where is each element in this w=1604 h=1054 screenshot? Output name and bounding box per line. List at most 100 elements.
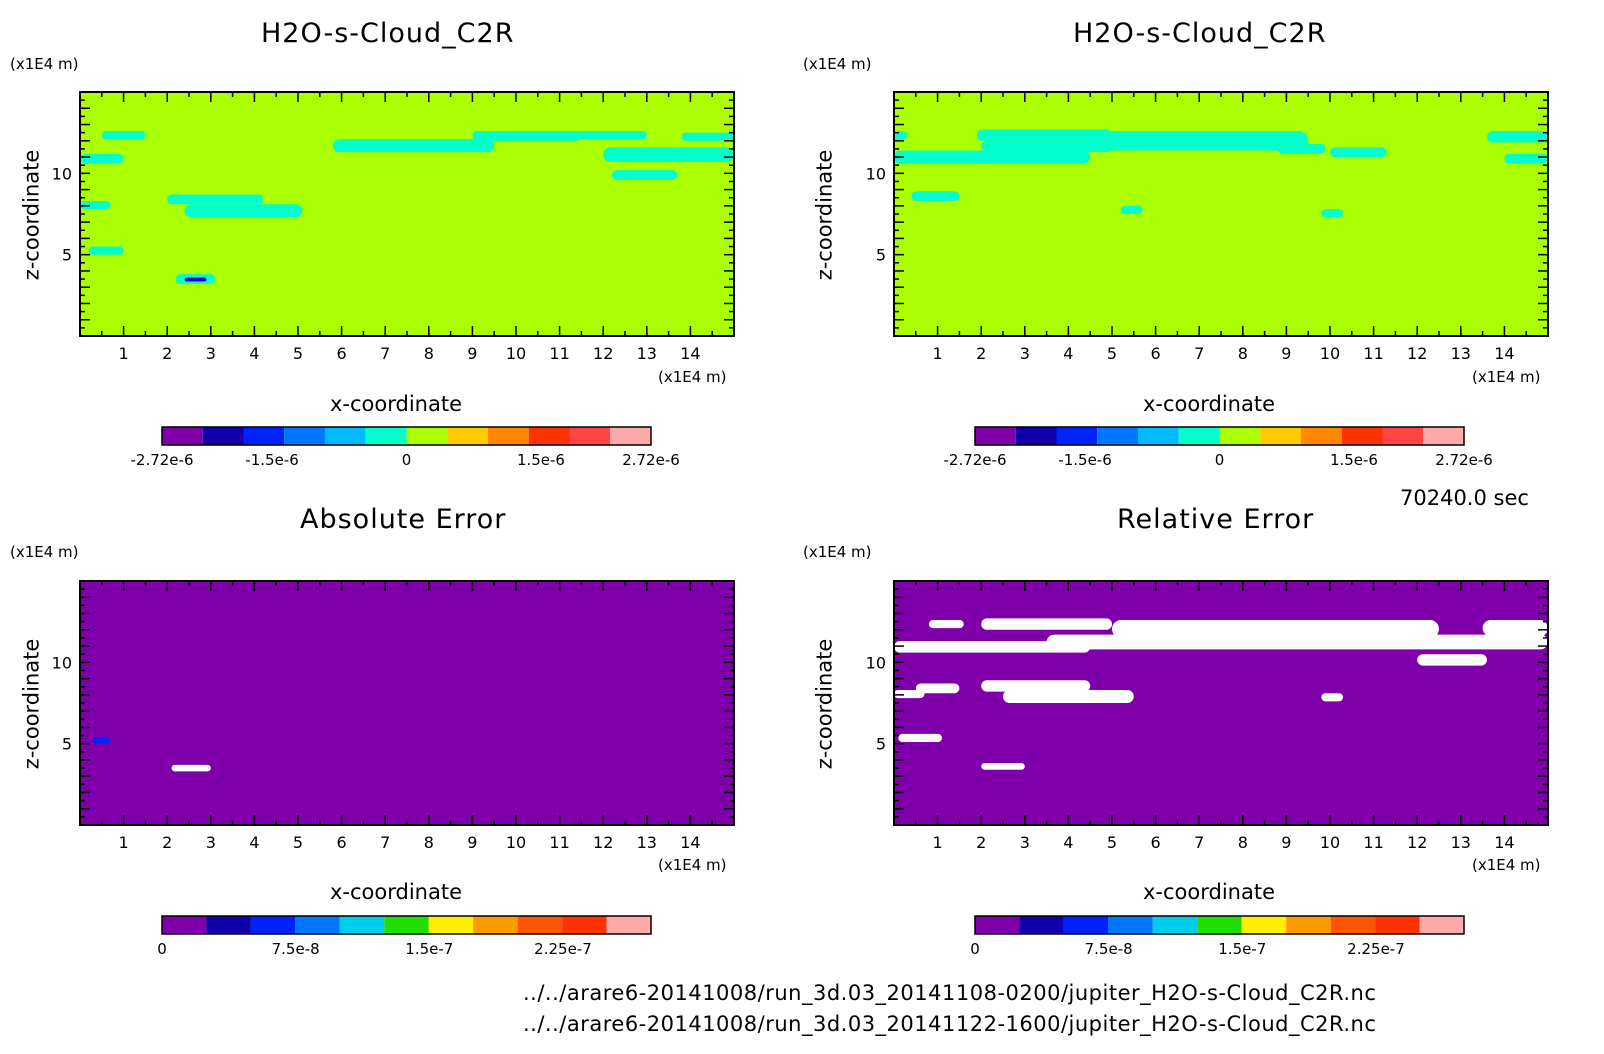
panel-4-colorbar-label: 1.5e-7 [1218,940,1266,958]
panel-1-x-unit: (x1E4 m) [658,368,727,386]
panel-4-patch-2 [928,620,964,629]
panel-2-colorbar-frame [974,426,1465,446]
panel-4-colorbar-swatch [1152,916,1198,934]
panel-4-ztick-label: 5 [876,735,886,754]
panel-1-patch-4 [88,246,124,255]
panel-3-xtick-label: 11 [549,833,569,852]
panel-4-colorbar-swatch [1375,916,1420,934]
panel-4-colorbar-swatch [1286,916,1331,934]
panel-1-colorbar-swatch [365,427,407,445]
panel-1-patch-9 [332,139,495,153]
panel-4-patch-12 [898,733,942,743]
panel-1-colorbar-label: -2.72e-6 [131,451,194,469]
panel-1-xtick-label: 8 [424,344,434,363]
panel-1-colorbar-label: 2.72e-6 [622,451,680,469]
panel-4-patch-3 [981,618,1112,630]
panel-1-ztick-label: 5 [62,246,72,265]
panel-1-colorbar-swatch [162,427,203,445]
panel-2-xtick-label: 14 [1494,344,1514,363]
panel-2-field [894,92,1548,336]
panel-1-patch-14 [681,132,734,141]
panel-3-xtick-label: 8 [424,833,434,852]
panel-2-xtick-label: 2 [976,344,986,363]
time-label: 70240.0 sec [1400,486,1529,510]
panel-4-colorbar-swatch [1063,916,1109,934]
panel-3-xtick-label: 6 [337,833,347,852]
file-path-1: ../../arare6-20141008/run_3d.03_20141108… [523,981,1377,1005]
panel-3-xtick-label: 4 [249,833,259,852]
panel-4-patch-8 [915,683,960,694]
panel-1-colorbar-label: -1.5e-6 [245,451,298,469]
panel-4-patch-1 [894,641,1091,653]
panel-1-xtick-label: 7 [380,344,390,363]
panel-2-colorbar-label: -2.72e-6 [944,451,1007,469]
panel-4-xtick-label: 3 [1020,833,1030,852]
panel-4-patch-4 [1046,634,1548,650]
panel-4-xtick-label: 2 [976,833,986,852]
panel-2-ztick-label: 5 [876,246,886,265]
panel-4-colorbar-swatch [1419,916,1464,934]
panel-1-colorbar-frame [161,426,652,446]
panel-2-colorbar-swatch [1138,427,1179,445]
panel-4-colorbar-swatch [1330,916,1376,934]
panel-4-colorbar-swatch [1019,916,1064,934]
panel-2-colorbar-swatch [1015,427,1057,445]
panel-2-xtick-label: 7 [1194,344,1204,363]
panel-3-xtick-label: 5 [293,833,303,852]
panel-2-patch-3 [981,140,1112,153]
panel-2-patch-5 [1090,131,1309,151]
panel-1-ztick-label: 10 [52,164,72,183]
panel-3-colorbar-label: 2.25e-7 [534,940,592,958]
panel-2-colorbar-swatch [1382,427,1424,445]
panel-4-xtick-label: 9 [1281,833,1291,852]
panel-4-patch-13 [981,763,1025,770]
panel-1-xtick-label: 5 [293,344,303,363]
panel-4-ylabel: z-coordinate [812,638,837,770]
panel-2-y-unit: (x1E4 m) [803,55,872,73]
panel-4-colorbar-swatch [1241,916,1287,934]
panel-1-colorbar-swatch [325,427,366,445]
panel-4-xlabel: x-coordinate [1143,880,1276,904]
panel-4-colorbar-label: 2.25e-7 [1347,940,1405,958]
panel-2-colorbar-swatch [1423,427,1464,445]
panel-4-xtick-label: 1 [933,833,943,852]
panel-4-colorbar-label: 7.5e-8 [1085,940,1133,958]
panel-2-colorbar-label: 0 [1215,451,1225,469]
panel-2-x-unit: (x1E4 m) [1472,368,1541,386]
panel-1-title: H2O-s-Cloud_C2R [261,18,515,49]
panel-1-xtick-label: 10 [506,344,526,363]
panel-2-colorbar-swatch [1219,427,1261,445]
panel-1-colorbar-swatch [488,427,529,445]
panel-1-colorbar-swatch [243,427,285,445]
panel-2-patch-10 [1321,209,1344,218]
panel-2-patch-7 [1330,147,1387,158]
panel-2-colorbar-swatch [1341,427,1383,445]
panel-2-patch-11 [1486,131,1548,143]
panel-2-colorbar-swatch [1097,427,1138,445]
panel-1-patch-1 [101,131,146,140]
panel-4-xtick-label: 4 [1063,833,1073,852]
panel-1-xtick-label: 9 [467,344,477,363]
panel-1-xtick-label: 14 [680,344,700,363]
panel-3-xlabel: x-coordinate [330,880,463,904]
panel-2-patch-4 [976,129,1112,141]
panel-4-field [894,581,1548,825]
panel-3-xtick-label: 14 [680,833,700,852]
panel-2-xtick-label: 3 [1020,344,1030,363]
panel-2-patch-2 [894,150,1091,164]
panel-1-ylabel: z-coordinate [19,149,44,281]
panel-4-xtick-label: 12 [1407,833,1427,852]
panel-2-colorbar-label: -1.5e-6 [1058,451,1111,469]
panel-2-xtick-label: 5 [1107,344,1117,363]
panel-3-xtick-label: 10 [506,833,526,852]
panel-3-x-unit: (x1E4 m) [658,856,727,874]
panel-1-xtick-label: 3 [206,344,216,363]
panel-2-colorbar-swatch [1260,427,1301,445]
panel-4-patch-7 [1417,654,1487,666]
panel-3-colorbar-swatch [250,916,296,934]
panel-1-field [80,92,734,336]
panel-1-patch-5 [167,194,264,205]
panel-3-colorbar-label: 0 [157,940,167,958]
panel-3-y-unit: (x1E4 m) [10,543,79,561]
panel-1-y-unit: (x1E4 m) [10,55,79,73]
